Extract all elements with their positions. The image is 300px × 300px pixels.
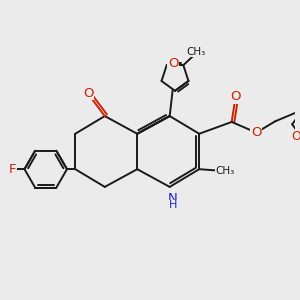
Text: F: F [9,163,16,176]
Text: CH₃: CH₃ [187,47,206,57]
Text: O: O [168,57,178,70]
Text: O: O [83,86,94,100]
Text: H: H [169,200,177,210]
Text: O: O [291,130,300,143]
Text: O: O [230,90,241,104]
Text: CH₃: CH₃ [215,166,235,176]
Text: N: N [168,192,178,205]
Text: O: O [251,126,261,139]
